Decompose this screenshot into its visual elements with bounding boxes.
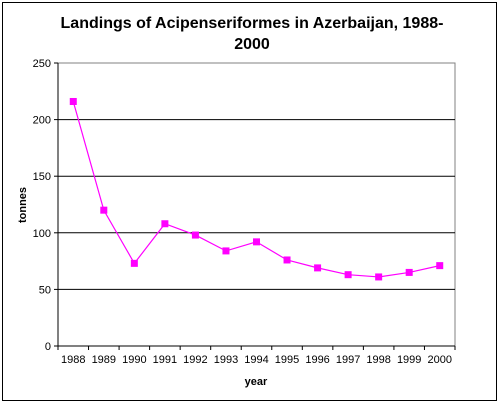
x-tick-label: 1988 [61,354,85,366]
y-tick-label: 100 [33,228,51,240]
plot-area [57,62,456,347]
y-tick-label: 150 [33,171,51,183]
x-tick-label: 1996 [305,354,329,366]
data-point [436,262,444,270]
x-tick-label: 2000 [427,354,451,366]
x-tick-label: 1999 [397,354,421,366]
data-point [314,264,322,272]
x-tick-label: 1991 [153,354,177,366]
x-axis-label: year [245,376,268,388]
series-markers [69,97,444,281]
data-point [161,220,169,228]
data-point [283,256,291,264]
data-point [405,268,413,276]
data-point [253,238,260,246]
x-axis-ticks: 1988 1989 1990 1991 1992 1993 1994 1995 1996 1997… [57,346,456,366]
data-point [100,206,108,214]
data-point [344,271,352,279]
x-tick-label: 1994 [244,354,268,366]
x-tick-label: 1990 [122,354,146,366]
grid-lines [57,63,455,347]
chart-title-line-2: 2000 [234,36,270,53]
data-point [191,231,199,239]
x-tick-label: 1989 [92,354,116,366]
x-tick-label: 1993 [214,354,238,366]
data-point [222,247,230,255]
y-tick-label: 200 [33,115,51,127]
y-axis-label: tonnes [17,187,29,223]
y-tick-label: 50 [39,284,51,296]
y-tick-label: 0 [45,341,51,353]
x-tick-label: 1995 [275,354,299,366]
data-point [375,273,383,281]
chart-title-line-1: Landings of Acipenseriformes in Azerbaij… [61,15,444,32]
x-tick-label: 1997 [336,354,360,366]
x-tick-label: 1998 [366,354,390,366]
y-tick-label: 250 [33,58,51,70]
data-point [69,97,77,105]
data-point [130,259,138,267]
x-tick-label: 1992 [183,354,207,366]
y-axis-ticks: 0 50 100 150 200 250 [33,58,58,353]
